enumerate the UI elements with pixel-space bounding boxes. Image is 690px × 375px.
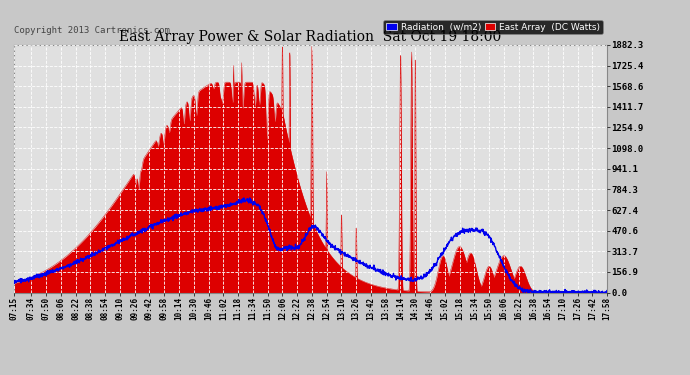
Title: East Array Power & Solar Radiation  Sat Oct 19 18:00: East Array Power & Solar Radiation Sat O… bbox=[119, 30, 502, 44]
Legend: Radiation  (w/m2), East Array  (DC Watts): Radiation (w/m2), East Array (DC Watts) bbox=[384, 20, 602, 34]
Text: Copyright 2013 Cartronics.com: Copyright 2013 Cartronics.com bbox=[14, 26, 170, 35]
